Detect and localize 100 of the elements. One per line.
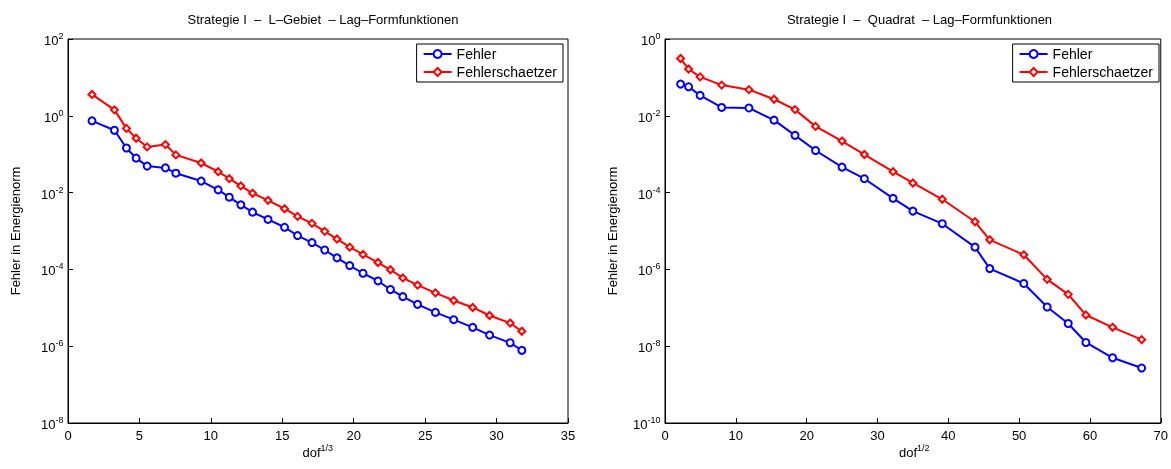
point bbox=[385, 284, 395, 294]
point bbox=[684, 82, 694, 92]
point bbox=[307, 238, 317, 248]
point bbox=[121, 123, 131, 133]
point bbox=[485, 311, 495, 321]
point bbox=[345, 261, 355, 271]
point bbox=[485, 330, 495, 340]
point bbox=[1063, 319, 1073, 328]
point bbox=[358, 249, 368, 259]
legend-label: Fehler bbox=[1052, 46, 1093, 62]
point bbox=[1042, 302, 1052, 312]
point bbox=[517, 345, 527, 355]
point bbox=[171, 150, 181, 160]
point bbox=[160, 140, 170, 150]
y-tick-label: 10$^{-6}$ bbox=[638, 261, 661, 281]
y-axis-title: Fehler in Energienorm bbox=[605, 166, 620, 296]
point bbox=[280, 222, 290, 232]
point bbox=[985, 235, 995, 245]
point bbox=[695, 72, 705, 82]
point bbox=[248, 188, 258, 198]
point bbox=[468, 322, 478, 332]
point bbox=[837, 162, 847, 172]
point bbox=[744, 85, 754, 95]
y-tick-label: 10$^{-6}$ bbox=[41, 338, 64, 358]
point bbox=[373, 276, 383, 286]
point bbox=[1081, 337, 1091, 347]
point bbox=[1019, 278, 1029, 288]
x-tick-label: 30 bbox=[489, 428, 504, 443]
point bbox=[142, 161, 152, 171]
point bbox=[676, 79, 686, 89]
point bbox=[280, 204, 290, 214]
x-tick-label: 0 bbox=[661, 428, 669, 443]
point bbox=[398, 292, 408, 302]
point bbox=[87, 89, 97, 99]
point bbox=[109, 125, 119, 135]
point bbox=[449, 315, 459, 325]
point bbox=[263, 214, 273, 224]
x-tick-label: 50 bbox=[1011, 428, 1027, 443]
point bbox=[320, 245, 330, 255]
point bbox=[293, 211, 303, 221]
x-tick-label: 35 bbox=[560, 428, 576, 443]
x-tick-label: 5 bbox=[135, 428, 144, 443]
point bbox=[1137, 335, 1147, 345]
point bbox=[744, 103, 754, 113]
y-tick-label: 10$^{2}$ bbox=[44, 31, 64, 50]
point bbox=[970, 217, 980, 227]
point bbox=[717, 102, 727, 112]
point bbox=[1108, 353, 1118, 363]
point bbox=[908, 206, 918, 216]
y-tick-label: 10$^{0}$ bbox=[641, 31, 661, 50]
y-tick-label: 10$^{-2}$ bbox=[41, 184, 64, 204]
point bbox=[837, 136, 847, 146]
point bbox=[131, 133, 141, 143]
point bbox=[790, 130, 800, 140]
y-tick-label: 10$^{-4}$ bbox=[41, 261, 64, 281]
point bbox=[1019, 250, 1029, 260]
point bbox=[87, 116, 97, 126]
y-tick-label: 10$^{-4}$ bbox=[638, 184, 661, 204]
point bbox=[468, 302, 478, 312]
x-tick-label: 0 bbox=[64, 428, 72, 443]
point bbox=[1081, 310, 1091, 320]
point bbox=[769, 115, 779, 125]
point bbox=[1108, 322, 1118, 332]
point bbox=[985, 264, 995, 274]
point bbox=[263, 195, 273, 205]
y-tick-label: 10$^{0}$ bbox=[44, 107, 64, 127]
point bbox=[430, 307, 440, 317]
point bbox=[373, 258, 383, 268]
point bbox=[213, 185, 223, 195]
x-tick-label: 30 bbox=[870, 428, 885, 443]
point bbox=[505, 338, 515, 348]
point bbox=[790, 105, 800, 115]
legend-label: Fehlerschaetzer bbox=[456, 64, 558, 80]
point bbox=[811, 145, 821, 155]
point bbox=[293, 231, 303, 241]
y-tick-label: 10$^{-10}$ bbox=[633, 415, 661, 434]
x-tick-label: 70 bbox=[1153, 428, 1168, 443]
x-tick-label: 10 bbox=[728, 428, 744, 443]
chart-title: Strategie I – L–Gebiet – Lag–Formfunktionen bbox=[187, 12, 459, 27]
point bbox=[345, 242, 355, 252]
point bbox=[859, 174, 869, 184]
point bbox=[676, 54, 686, 64]
point bbox=[1137, 363, 1147, 373]
point bbox=[236, 200, 246, 210]
point bbox=[320, 226, 330, 236]
point bbox=[717, 80, 727, 90]
x-tick-label: 20 bbox=[799, 428, 814, 443]
point bbox=[332, 253, 342, 263]
y-axis-title: Fehler in Energienorm bbox=[8, 166, 23, 296]
point bbox=[888, 167, 898, 177]
x-axis-title: dof$^{1/3}$ bbox=[302, 443, 334, 462]
point bbox=[171, 168, 181, 178]
point bbox=[888, 193, 898, 203]
point bbox=[684, 64, 694, 74]
point bbox=[769, 94, 779, 104]
point bbox=[398, 273, 408, 283]
x-tick-label: 10 bbox=[203, 428, 219, 443]
point bbox=[449, 295, 459, 305]
point bbox=[385, 265, 395, 275]
point bbox=[937, 219, 947, 229]
